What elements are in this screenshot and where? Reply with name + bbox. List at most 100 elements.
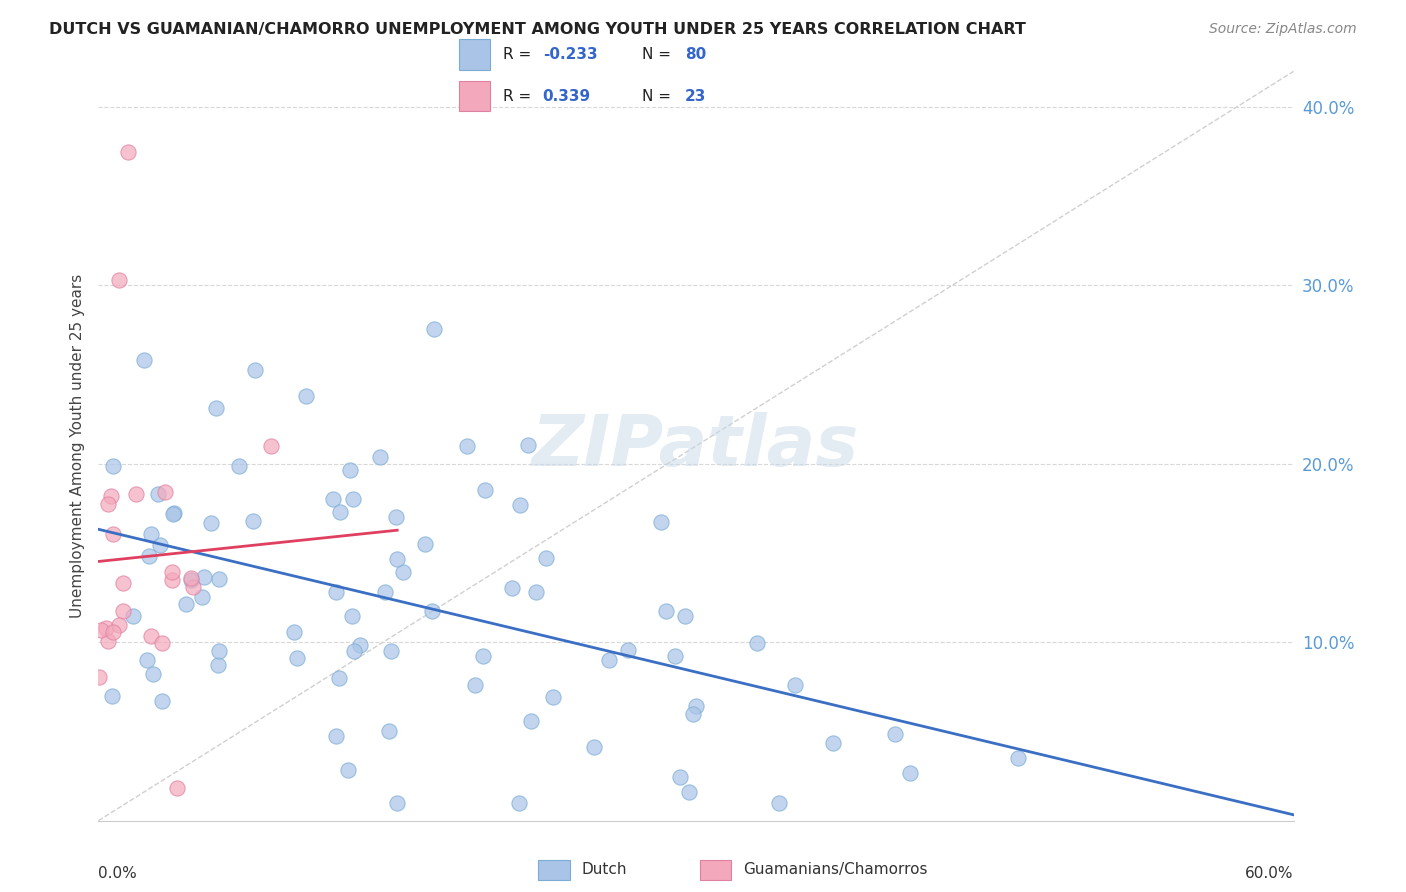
Point — [101, 690, 124, 704]
Point — [180, 573, 202, 587]
Point — [471, 648, 494, 663]
Point — [617, 642, 640, 657]
FancyBboxPatch shape — [700, 860, 731, 880]
Point — [160, 574, 183, 588]
Point — [97, 497, 120, 511]
Y-axis label: Unemployment Among Youth under 25 years: Unemployment Among Youth under 25 years — [69, 274, 84, 618]
Point — [139, 629, 162, 643]
Point — [474, 483, 496, 498]
Point — [208, 572, 231, 586]
Text: N =: N = — [641, 47, 675, 62]
Point — [174, 597, 197, 611]
Point — [138, 549, 160, 563]
Point — [420, 604, 443, 618]
Point — [100, 490, 122, 504]
Point — [259, 440, 281, 454]
Point — [509, 499, 531, 513]
Point — [191, 590, 214, 604]
Text: DUTCH VS GUAMANIAN/CHAMORRO UNEMPLOYMENT AMONG YOUTH UNDER 25 YEARS CORRELATION : DUTCH VS GUAMANIAN/CHAMORRO UNEMPLOYMENT… — [49, 22, 1026, 37]
Point — [150, 694, 173, 708]
Point — [342, 608, 364, 623]
FancyBboxPatch shape — [460, 81, 491, 112]
Point — [152, 636, 174, 650]
Point — [328, 671, 350, 685]
Point — [146, 486, 169, 500]
Point — [520, 714, 543, 728]
Point — [747, 636, 769, 650]
Point — [228, 459, 250, 474]
Text: N =: N = — [641, 89, 675, 103]
Point — [536, 551, 558, 566]
Text: 80: 80 — [685, 47, 706, 62]
Point — [181, 580, 204, 594]
Point — [200, 516, 222, 531]
Point — [108, 618, 131, 632]
Text: R =: R = — [502, 47, 536, 62]
Point — [664, 649, 686, 664]
Point — [160, 565, 183, 579]
Point — [385, 796, 408, 810]
Point — [783, 678, 806, 692]
Point — [153, 484, 176, 499]
Point — [349, 638, 371, 652]
Point — [541, 690, 564, 704]
Point — [283, 625, 305, 640]
Point — [101, 527, 124, 541]
Point — [122, 609, 145, 624]
Text: Guamanians/Chamorros: Guamanians/Chamorros — [742, 862, 928, 877]
Point — [516, 437, 538, 451]
Point — [97, 634, 120, 648]
Point — [112, 575, 135, 590]
Point — [342, 643, 364, 657]
Point — [193, 570, 215, 584]
Text: -0.233: -0.233 — [543, 47, 598, 62]
Point — [884, 726, 907, 740]
Point — [384, 509, 406, 524]
Point — [125, 487, 148, 501]
Text: ZIPatlas: ZIPatlas — [533, 411, 859, 481]
Point — [898, 765, 921, 780]
Text: Dutch: Dutch — [582, 862, 627, 877]
Point — [583, 739, 606, 754]
Point — [682, 707, 704, 722]
FancyBboxPatch shape — [460, 39, 491, 70]
Point — [142, 666, 165, 681]
Point — [207, 658, 229, 673]
Point — [685, 699, 707, 714]
Point — [385, 552, 408, 566]
Point — [368, 450, 391, 464]
Point — [524, 585, 547, 599]
Point — [243, 363, 266, 377]
Point — [380, 644, 402, 658]
Point — [325, 729, 347, 743]
Point — [374, 585, 396, 599]
Point — [501, 581, 523, 595]
Point — [650, 515, 672, 529]
Text: R =: R = — [502, 89, 536, 103]
Point — [391, 565, 413, 579]
Point — [166, 780, 188, 795]
Point — [180, 571, 202, 585]
Point — [598, 653, 620, 667]
Point — [136, 653, 159, 667]
Point — [768, 796, 790, 810]
Point — [87, 670, 110, 684]
Point — [242, 514, 264, 528]
Point — [139, 526, 162, 541]
Point — [322, 492, 344, 507]
Point — [101, 624, 124, 639]
Point — [325, 584, 347, 599]
Point — [112, 604, 135, 618]
Point — [669, 771, 692, 785]
Point — [329, 505, 352, 519]
Point — [678, 785, 700, 799]
Point — [117, 145, 139, 159]
FancyBboxPatch shape — [538, 860, 569, 880]
Point — [673, 608, 696, 623]
Point — [108, 273, 131, 287]
Text: 23: 23 — [685, 89, 706, 103]
Point — [821, 736, 844, 750]
Point — [378, 724, 401, 739]
Point — [342, 492, 364, 507]
Point — [295, 389, 318, 403]
